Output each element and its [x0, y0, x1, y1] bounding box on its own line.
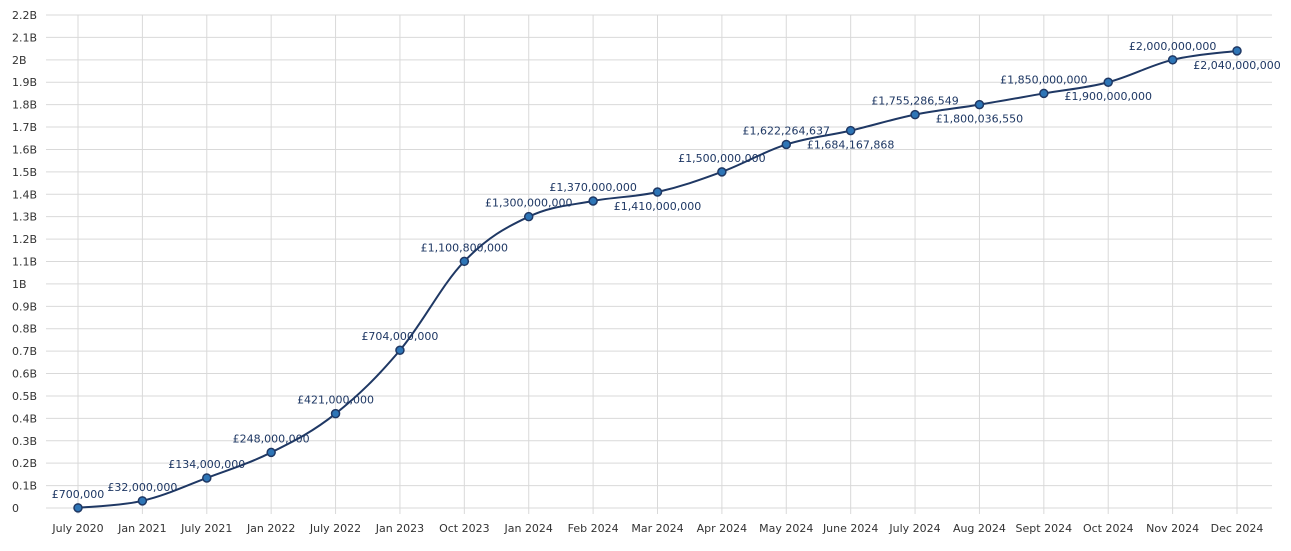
y-tick-label: 1.2B	[12, 233, 37, 246]
data-label: £1,684,167,868	[807, 139, 894, 152]
y-tick-label: 0.5B	[12, 390, 37, 403]
x-tick-label: Jan 2021	[117, 522, 166, 535]
data-point	[910, 109, 920, 120]
x-tick-label: Oct 2023	[439, 522, 490, 535]
x-tick-label: Jan 2022	[246, 522, 295, 535]
y-tick-label: 0.9B	[12, 300, 37, 313]
x-tick-label: July 2022	[309, 522, 361, 535]
x-tick-label: Dec 2024	[1211, 522, 1264, 535]
y-tick-label: 1.7B	[12, 121, 37, 134]
y-tick-label: 2.2B	[12, 9, 37, 22]
data-points	[73, 46, 1242, 513]
y-tick-label: 0	[12, 502, 19, 515]
data-label: £700,000	[52, 488, 105, 501]
data-point	[1103, 77, 1113, 87]
data-label: £248,000,000	[233, 432, 310, 445]
data-point	[330, 408, 341, 419]
data-label: £1,622,264,637	[743, 124, 830, 137]
x-tick-label: Mar 2024	[631, 522, 683, 535]
y-tick-label: 0.2B	[12, 457, 37, 470]
data-point	[137, 496, 148, 506]
x-tick-label: Feb 2024	[568, 522, 619, 535]
x-tick-label: Jan 2023	[375, 522, 424, 535]
y-tick-label: 1B	[12, 278, 27, 291]
data-point	[395, 345, 405, 355]
y-tick-label: 0.1B	[12, 480, 37, 493]
y-tick-label: 1.5B	[12, 166, 37, 179]
x-tick-label: Apr 2024	[697, 522, 748, 535]
data-label: £1,800,036,550	[936, 113, 1023, 126]
grid-layer	[46, 14, 1272, 514]
data-point	[588, 196, 598, 206]
x-tick-label: Jan 2024	[503, 522, 552, 535]
data-point	[974, 99, 985, 110]
x-tick-label: Aug 2024	[953, 522, 1006, 535]
y-tick-label: 1.3B	[12, 211, 37, 224]
y-tick-label: 1.1B	[12, 256, 37, 269]
data-label: £1,850,000,000	[1000, 73, 1087, 86]
x-tick-label: July 2020	[51, 522, 103, 535]
data-point	[845, 125, 856, 136]
x-axis-ticks: July 2020 Jan 2021 July 2021 Jan 2022 July 2…	[51, 522, 1263, 535]
y-tick-label: 1.8B	[12, 99, 37, 112]
data-point	[202, 473, 212, 483]
data-point	[1039, 88, 1049, 99]
x-tick-label: June 2024	[822, 522, 878, 535]
y-tick-label: 1.6B	[12, 143, 37, 156]
data-label: £1,370,000,000	[549, 181, 636, 194]
y-tick-label: 0.3B	[12, 435, 37, 448]
data-point	[781, 139, 792, 150]
data-point	[1232, 46, 1242, 56]
x-tick-label: May 2024	[759, 522, 813, 535]
y-tick-label: 0.8B	[12, 323, 37, 336]
data-label: £1,410,000,000	[614, 200, 701, 213]
y-tick-label: 0.6B	[12, 368, 37, 381]
data-label: £1,900,000,000	[1064, 90, 1151, 103]
x-tick-label: July 2021	[180, 522, 232, 535]
x-tick-label: July 2024	[888, 522, 940, 535]
data-label: £704,000,000	[361, 330, 438, 343]
data-label: £134,000,000	[168, 458, 245, 471]
y-tick-label: 0.7B	[12, 345, 37, 358]
data-label: £32,000,000	[107, 481, 177, 494]
x-tick-label: Nov 2024	[1146, 522, 1199, 535]
y-tick-label: 1.4B	[12, 188, 37, 201]
data-point	[1167, 55, 1178, 65]
data-point	[266, 447, 276, 458]
data-point	[73, 503, 83, 513]
y-axis-ticks: 0 0.1B 0.2B 0.3B 0.4B 0.5B 0.6B 0.7B 0.8B 0.9B 1B 1…	[12, 9, 37, 515]
data-point	[459, 256, 470, 267]
data-label: £2,000,000,000	[1129, 40, 1216, 53]
data-label: £1,500,000,000	[678, 152, 765, 165]
data-label: £421,000,000	[297, 394, 374, 407]
data-label: £2,040,000,000	[1193, 59, 1280, 72]
data-point	[717, 167, 727, 177]
x-tick-label: Sept 2024	[1016, 522, 1073, 535]
data-label: £1,755,286,549	[871, 95, 958, 108]
x-tick-label: Oct 2024	[1083, 522, 1134, 535]
data-label: £1,100,800,000	[421, 241, 508, 254]
data-labels: £700,000£32,000,000 £134,000,000 £248,000,…	[52, 40, 1281, 501]
y-tick-label: 2.1B	[12, 31, 37, 44]
data-label: £1,300,000,000	[485, 197, 572, 210]
data-point	[652, 187, 663, 197]
data-point	[523, 211, 534, 222]
y-tick-label: 2B	[12, 54, 27, 67]
y-tick-label: 1.9B	[12, 76, 37, 89]
y-tick-label: 0.4B	[12, 412, 37, 425]
